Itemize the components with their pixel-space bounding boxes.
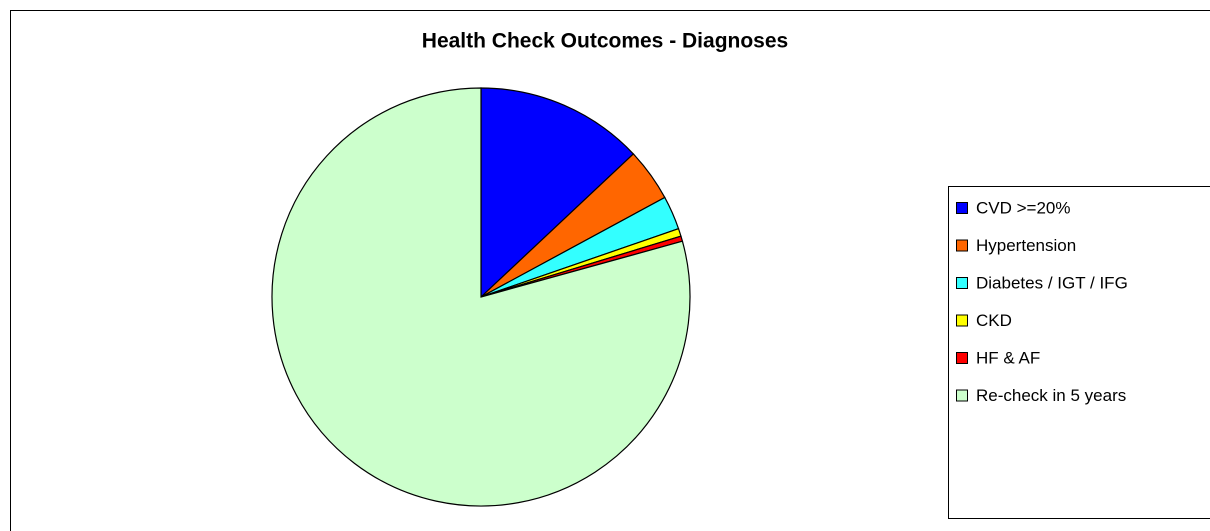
chart-title: Health Check Outcomes - Diagnoses — [422, 30, 788, 53]
legend-label: Re-check in 5 years — [976, 386, 1126, 405]
legend-label: Hypertension — [976, 236, 1076, 255]
legend: CVD >=20% Hypertension Diabetes / IGT / IF… — [948, 186, 1210, 519]
pie — [271, 87, 691, 507]
legend-box — [948, 186, 1210, 519]
pie-slice — [480, 87, 635, 299]
legend-label: HF & AF — [976, 348, 1040, 367]
legend-label: CVD >=20% — [976, 198, 1071, 217]
legend-swatch — [956, 314, 968, 327]
legend-swatch — [956, 277, 968, 289]
legend-swatch — [956, 389, 968, 402]
legend-swatch — [956, 239, 968, 252]
legend-label: Diabetes / IGT / IFG — [976, 273, 1128, 292]
legend-swatch — [956, 352, 968, 364]
legend-swatch — [956, 202, 968, 214]
pie-slice — [271, 87, 691, 507]
legend-label: CKD — [976, 311, 1012, 330]
